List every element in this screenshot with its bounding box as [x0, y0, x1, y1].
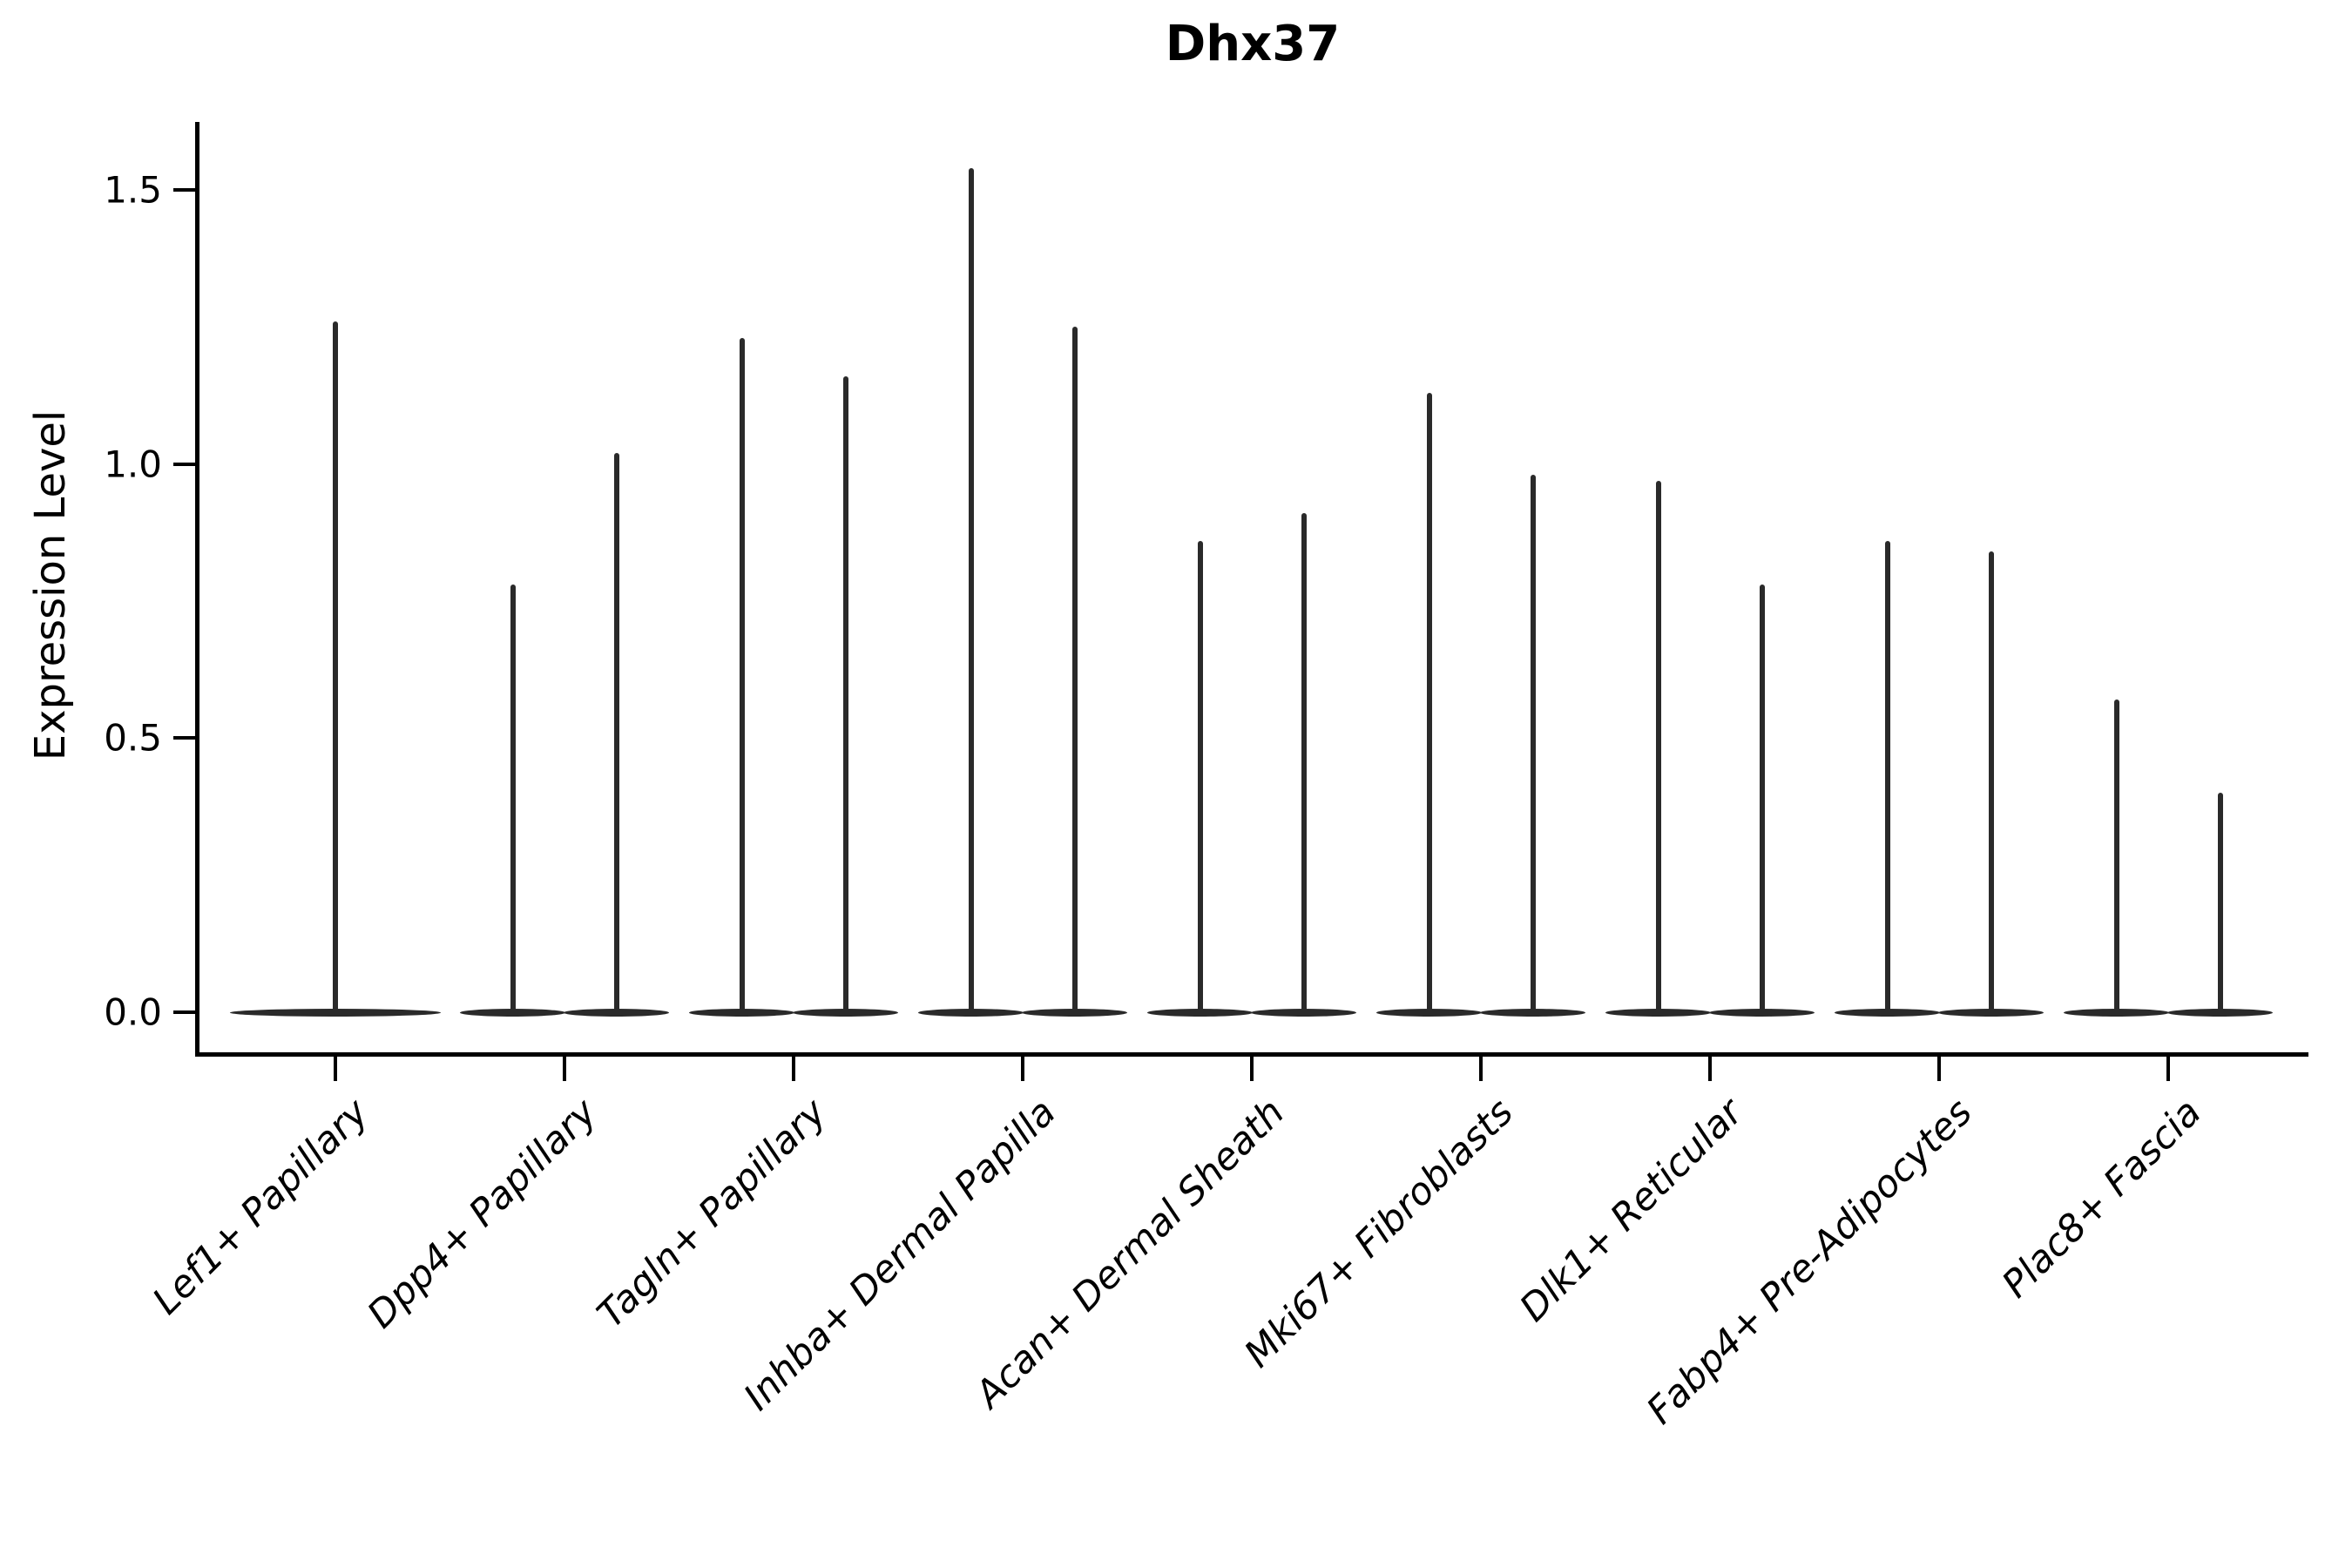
y-axis-tick — [173, 736, 198, 740]
chart-title: Dhx37 — [1165, 16, 1341, 72]
y-axis-tick — [173, 188, 198, 193]
violin-base — [689, 1008, 794, 1017]
violin-spike — [739, 337, 745, 1012]
violin-spike — [1884, 540, 1890, 1012]
x-axis-tick — [792, 1057, 795, 1081]
violin-base — [460, 1008, 565, 1017]
violin-spike — [1197, 540, 1203, 1012]
y-tick-label: 1.0 — [104, 443, 162, 486]
violin-spike — [1530, 475, 1536, 1012]
y-tick-label: 0.5 — [104, 716, 162, 760]
violin-spike — [1988, 551, 1994, 1012]
violin-base — [1147, 1008, 1253, 1017]
violin-base — [230, 1008, 441, 1017]
x-axis-tick — [334, 1057, 337, 1081]
violin-spike — [2113, 700, 2119, 1012]
violin-base — [1480, 1008, 1585, 1017]
violin-base — [564, 1008, 669, 1017]
y-axis-title: Expression Level — [26, 409, 75, 761]
y-axis-tick — [173, 1010, 198, 1014]
violin-base — [793, 1008, 898, 1017]
x-axis-tick — [1479, 1057, 1483, 1081]
x-tick-label: Tagln+ Papillary — [589, 1091, 835, 1337]
violin-spike — [2217, 793, 2223, 1012]
violin-spike — [1759, 585, 1765, 1012]
violin-spike — [1301, 513, 1307, 1012]
y-tick-label: 1.5 — [104, 168, 162, 212]
y-axis-spine — [195, 122, 199, 1057]
violin-base — [1605, 1008, 1711, 1017]
x-axis-tick — [1250, 1057, 1254, 1081]
violin-base — [1835, 1008, 1940, 1017]
y-axis-tick — [173, 462, 198, 466]
violin-spike — [968, 167, 974, 1012]
violin-base — [1022, 1008, 1127, 1017]
x-axis-spine — [195, 1052, 2308, 1057]
x-axis-tick — [563, 1057, 566, 1081]
x-axis-tick — [1708, 1057, 1712, 1081]
violin-base — [1251, 1008, 1356, 1017]
x-axis-tick — [2166, 1057, 2170, 1081]
y-tick-label: 0.0 — [104, 990, 162, 1034]
x-tick-label: Plac8+ Fascia — [1993, 1091, 2210, 1307]
violin-spike — [1426, 392, 1432, 1012]
violin-base — [1376, 1008, 1482, 1017]
violin-base — [1938, 1008, 2044, 1017]
x-axis-tick — [1937, 1057, 1941, 1081]
violin-spike — [333, 321, 338, 1012]
violin-base — [2167, 1008, 2273, 1017]
violin-spike — [1071, 327, 1078, 1012]
violin-spike — [510, 585, 516, 1012]
violin-base — [918, 1008, 1024, 1017]
x-tick-label: Dpp4+ Papillary — [359, 1091, 606, 1337]
x-tick-label: Lef1+ Papillary — [144, 1091, 377, 1323]
violin-spike — [1655, 480, 1661, 1012]
x-axis-tick — [1021, 1057, 1024, 1081]
violin-spike — [842, 376, 848, 1012]
x-tick-label: Dlk1+ Reticular — [1511, 1091, 1752, 1331]
violin-spike — [613, 453, 619, 1012]
violin-base — [2064, 1008, 2169, 1017]
violin-base — [1709, 1008, 1815, 1017]
